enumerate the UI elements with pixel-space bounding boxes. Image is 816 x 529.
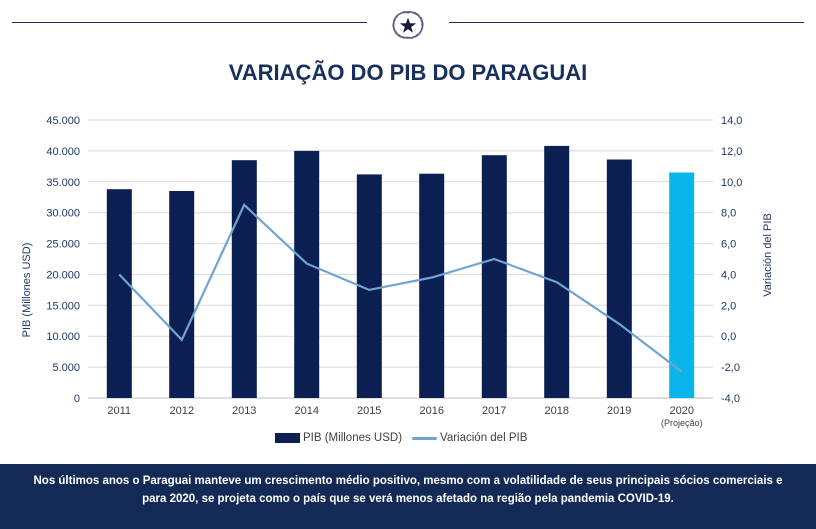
svg-text:40.000: 40.000	[46, 146, 80, 158]
svg-text:-4,0: -4,0	[721, 393, 740, 405]
svg-text:10,0: 10,0	[721, 177, 742, 189]
svg-text:2020: 2020	[670, 405, 694, 417]
svg-text:2016: 2016	[420, 405, 444, 417]
svg-text:45.000: 45.000	[46, 115, 80, 127]
svg-text:2013: 2013	[232, 405, 256, 417]
svg-text:5.000: 5.000	[52, 362, 80, 374]
svg-text:15.000: 15.000	[46, 300, 80, 312]
svg-text:25.000: 25.000	[46, 239, 80, 251]
svg-text:10.000: 10.000	[46, 331, 80, 343]
svg-text:Variación del PIB: Variación del PIB	[762, 213, 774, 297]
svg-text:2,0: 2,0	[721, 300, 736, 312]
svg-text:30.000: 30.000	[46, 208, 80, 220]
svg-text:35.000: 35.000	[46, 177, 80, 189]
svg-text:-2,0: -2,0	[721, 362, 740, 374]
svg-text:2015: 2015	[357, 405, 381, 417]
svg-text:6,0: 6,0	[721, 239, 736, 251]
svg-text:2012: 2012	[170, 405, 194, 417]
svg-text:2017: 2017	[482, 405, 506, 417]
svg-text:(Projeção): (Projeção)	[661, 418, 703, 428]
svg-text:PIB (Millones USD): PIB (Millones USD)	[21, 243, 33, 338]
svg-text:12,0: 12,0	[721, 146, 742, 158]
svg-text:2019: 2019	[607, 405, 631, 417]
svg-text:0: 0	[74, 393, 80, 405]
svg-text:14,0: 14,0	[721, 115, 742, 127]
svg-text:8,0: 8,0	[721, 208, 736, 220]
svg-text:2014: 2014	[295, 405, 319, 417]
svg-text:2018: 2018	[545, 405, 569, 417]
svg-text:0,0: 0,0	[721, 331, 736, 343]
svg-text:4,0: 4,0	[721, 269, 736, 281]
svg-text:20.000: 20.000	[46, 269, 80, 281]
svg-text:2011: 2011	[107, 405, 131, 417]
